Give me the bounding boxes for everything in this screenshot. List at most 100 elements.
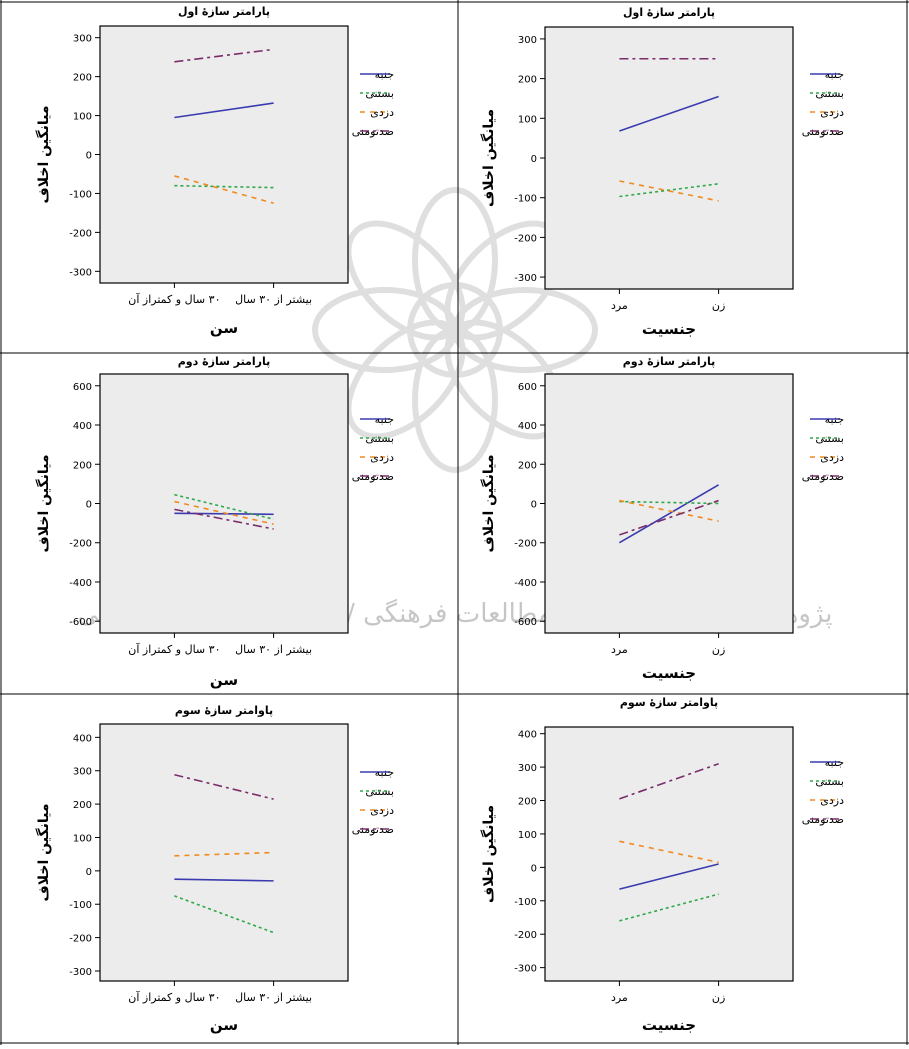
y-tick-label: 300	[73, 767, 92, 778]
legend-label: جنبه	[825, 68, 844, 81]
plot-area	[99, 373, 349, 634]
x-tick-label: زن	[712, 643, 725, 656]
legend-label: دزدی	[370, 804, 394, 817]
plot-area	[544, 373, 794, 634]
y-tick-label: 200	[73, 73, 92, 84]
series-line	[619, 863, 719, 890]
x-tick-label: مرد	[611, 991, 628, 1004]
y-axis-label: میانگین اخلاف	[35, 454, 52, 552]
legend-label: بستنی	[365, 785, 394, 798]
watermark-center	[407, 282, 503, 378]
x-tick-label: بیشتر از ۳۰ سال	[235, 991, 312, 1004]
plot-area	[99, 25, 349, 284]
x-axis-label: جنسیت	[642, 320, 696, 338]
series-line	[619, 499, 719, 522]
plot-area	[544, 26, 794, 290]
legend-label: صدتومنی	[802, 125, 844, 138]
y-tick-label: 100	[518, 830, 537, 841]
x-tick-label: بیشتر از ۳۰ سال	[235, 293, 312, 306]
x-tick-label: بیشتر از ۳۰ سال	[235, 643, 312, 656]
series-line	[174, 102, 274, 119]
y-tick-label: 400	[73, 733, 92, 744]
x-axis-label: سن	[210, 319, 238, 337]
y-tick-label: -100	[514, 897, 537, 908]
y-tick-label: -100	[514, 194, 537, 205]
x-tick-label: ۳۰ سال و کمتراز آن	[128, 292, 220, 306]
y-tick-label: 300	[73, 34, 92, 45]
legend-label: بستنی	[815, 87, 844, 100]
series-line	[174, 175, 274, 204]
legend-label: دزدی	[370, 451, 394, 464]
x-axis-label: جنسیت	[642, 664, 696, 682]
y-tick-label: -600	[514, 617, 537, 628]
y-tick-label: -200	[514, 930, 537, 941]
y-tick-label: 300	[518, 35, 537, 46]
series-line	[174, 773, 274, 800]
y-tick-label: -400	[514, 578, 537, 589]
legend-label: بستنی	[365, 87, 394, 100]
x-axis-label: سن	[210, 671, 238, 689]
legend-label: صدتومنی	[352, 470, 394, 483]
y-tick-label: 600	[73, 382, 92, 393]
watermark-petal	[345, 319, 466, 440]
watermark-petal	[312, 287, 458, 373]
plot-area	[544, 726, 794, 982]
y-tick-label: -300	[69, 267, 92, 278]
legend-label: جنبه	[375, 766, 394, 779]
y-tick-label: 300	[518, 763, 537, 774]
x-tick-label: مرد	[611, 643, 628, 656]
y-tick-label: -600	[69, 617, 92, 628]
series-line	[618, 484, 720, 544]
y-tick-label: 0	[86, 867, 92, 878]
y-tick-label: 600	[518, 382, 537, 393]
series-line	[619, 763, 719, 800]
legend-label: صدتومنی	[802, 470, 844, 483]
series-line	[619, 95, 719, 132]
legend-label: صدتومنی	[352, 125, 394, 138]
y-tick-label: 0	[531, 500, 537, 511]
chart-panel-6: پاوامتر سازهٔ سوم -300 -200 -100 0 100 200 300 4…	[480, 696, 844, 1034]
y-tick-label: -300	[69, 967, 92, 978]
panels-layer: پارامتر سازهٔ اول -300 -200 -100 0 100 200 300 ۳…	[35, 5, 844, 1034]
y-tick-label: -200	[69, 228, 92, 239]
x-tick-label: ۳۰ سال و کمتراز آن	[128, 990, 220, 1004]
y-tick-label: 200	[518, 460, 537, 471]
watermark-petal	[452, 287, 598, 373]
y-tick-label: 400	[518, 730, 537, 741]
y-tick-label: 0	[86, 151, 92, 162]
y-tick-label: 100	[73, 112, 92, 123]
watermark-petal	[345, 220, 466, 341]
y-tick-label: -300	[514, 273, 537, 284]
series-line	[174, 851, 274, 857]
series-line	[619, 893, 719, 922]
plot-area	[99, 723, 349, 982]
legend-label: دزدی	[820, 106, 844, 119]
x-axis-label: جنسیت	[642, 1016, 696, 1034]
series-line	[174, 48, 274, 63]
x-tick-label: ۳۰ سال و کمتراز آن	[128, 642, 220, 656]
chart-panel-3: پارامتر سازهٔ دوم -600 -400 -200 0 200 400 600 ۳…	[35, 355, 394, 689]
x-tick-label: زن	[712, 991, 725, 1004]
series-line	[174, 508, 274, 530]
chart-title: پارامتر سازهٔ دوم	[178, 355, 271, 368]
chart-panel-5: پاوامتر سازهٔ سوم -300 -200 -100 0 100 200 300 4…	[35, 704, 394, 1034]
legend-label: دزدی	[370, 106, 394, 119]
series-line	[174, 500, 274, 525]
legend-label: دزدی	[820, 451, 844, 464]
chart-panel-2: پارامتر سازهٔ اول -300 -200 -100 0 100 200 300 م…	[480, 6, 844, 338]
y-tick-label: 200	[518, 75, 537, 86]
y-tick-label: 200	[73, 460, 92, 471]
y-tick-label: 0	[86, 500, 92, 511]
y-tick-label: 200	[518, 797, 537, 808]
chart-panel-1: پارامتر سازهٔ اول -300 -200 -100 0 100 200 300 ۳…	[35, 5, 394, 337]
watermark-petal	[412, 187, 498, 333]
y-axis-label: میانگین اخلاف	[35, 105, 52, 203]
legend-label: بستنی	[815, 432, 844, 445]
series-line	[619, 840, 719, 864]
y-tick-label: -100	[69, 900, 92, 911]
series-line	[174, 184, 274, 189]
series-line	[174, 512, 274, 516]
